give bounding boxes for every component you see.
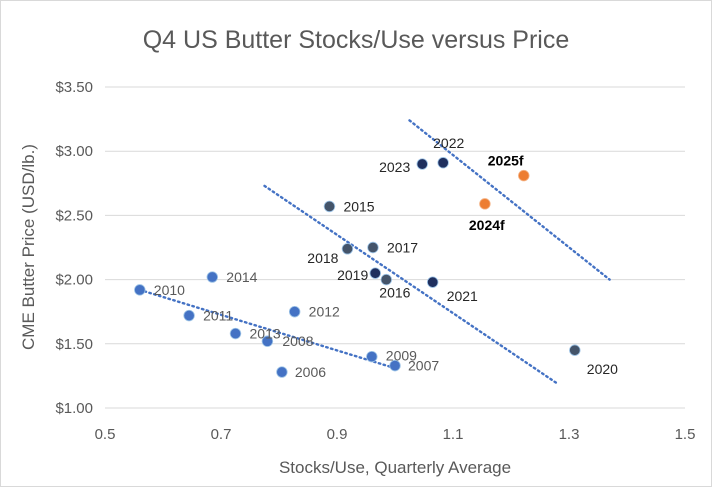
y-tick-label: $3.00 bbox=[55, 143, 93, 160]
data-point bbox=[183, 309, 195, 322]
point-label: 2009 bbox=[386, 348, 417, 364]
x-tick-label: 1.1 bbox=[443, 426, 464, 443]
y-tick-label: $1.50 bbox=[55, 336, 93, 353]
point-label: 2022 bbox=[433, 135, 464, 151]
point-label: 2007 bbox=[408, 358, 439, 374]
data-point bbox=[569, 344, 581, 356]
point-label: 2013 bbox=[250, 326, 281, 342]
data-point bbox=[380, 273, 393, 286]
data-point bbox=[288, 306, 301, 318]
y-tick-label: $2.00 bbox=[55, 272, 93, 289]
gridlines bbox=[105, 86, 685, 409]
point-label: 2023 bbox=[379, 159, 410, 175]
x-tick-label: 1.5 bbox=[675, 426, 696, 443]
point-label: 2008 bbox=[282, 333, 313, 349]
point-label: 2014 bbox=[226, 269, 257, 285]
data-points bbox=[134, 157, 581, 378]
data-point bbox=[369, 267, 381, 279]
y-tick-label: $3.50 bbox=[55, 79, 93, 96]
point-label: 2021 bbox=[447, 288, 478, 304]
point-label: 2006 bbox=[295, 364, 326, 380]
point-label: 2012 bbox=[309, 304, 340, 320]
data-point bbox=[518, 169, 530, 182]
point-label: 2015 bbox=[343, 198, 374, 214]
trendline bbox=[408, 119, 611, 281]
y-axis-title: CME Butter Price (USD/lb.) bbox=[19, 144, 38, 350]
x-tick-label: 0.9 bbox=[327, 426, 348, 443]
point-label: 2025f bbox=[488, 153, 524, 169]
point-label: 2010 bbox=[154, 282, 185, 298]
tick-labels: $1.00 $1.50 $2.00 $2.50 $3.00 $3.50 0.5 0.7 0.9 1… bbox=[55, 79, 695, 443]
point-label: 2019 bbox=[337, 267, 368, 283]
point-labels: 2006 2007 2008 2009 2010 2011 2012 2013 2014 2015… bbox=[154, 135, 618, 380]
data-point bbox=[229, 327, 242, 340]
data-point bbox=[134, 284, 146, 296]
data-point bbox=[389, 359, 401, 372]
point-label: 2017 bbox=[387, 240, 418, 256]
data-point bbox=[479, 198, 491, 210]
x-axis-title: Stocks/Use, Quarterly Average bbox=[279, 458, 511, 477]
trendline bbox=[263, 184, 559, 385]
data-point bbox=[416, 158, 428, 170]
y-tick-label: $1.00 bbox=[55, 400, 93, 417]
trendline bbox=[138, 288, 397, 370]
data-point bbox=[276, 366, 288, 378]
data-point bbox=[427, 276, 439, 288]
data-point bbox=[366, 350, 378, 363]
data-point bbox=[261, 335, 274, 347]
point-label: 2024f bbox=[469, 217, 505, 233]
data-point bbox=[341, 243, 354, 255]
data-point bbox=[367, 241, 379, 254]
x-tick-label: 0.5 bbox=[95, 426, 116, 443]
point-label: 2016 bbox=[379, 285, 410, 301]
data-point bbox=[323, 200, 336, 213]
chart-title: Q4 US Butter Stocks/Use versus Price bbox=[143, 26, 570, 54]
point-label: 2018 bbox=[307, 250, 338, 266]
y-tick-label: $2.50 bbox=[55, 207, 93, 224]
data-point bbox=[437, 157, 449, 169]
x-tick-label: 1.3 bbox=[559, 426, 580, 443]
data-point bbox=[206, 271, 219, 283]
trendlines bbox=[138, 119, 611, 385]
point-label: 2011 bbox=[203, 308, 233, 324]
point-label: 2020 bbox=[587, 361, 618, 377]
x-tick-label: 0.7 bbox=[211, 426, 232, 443]
